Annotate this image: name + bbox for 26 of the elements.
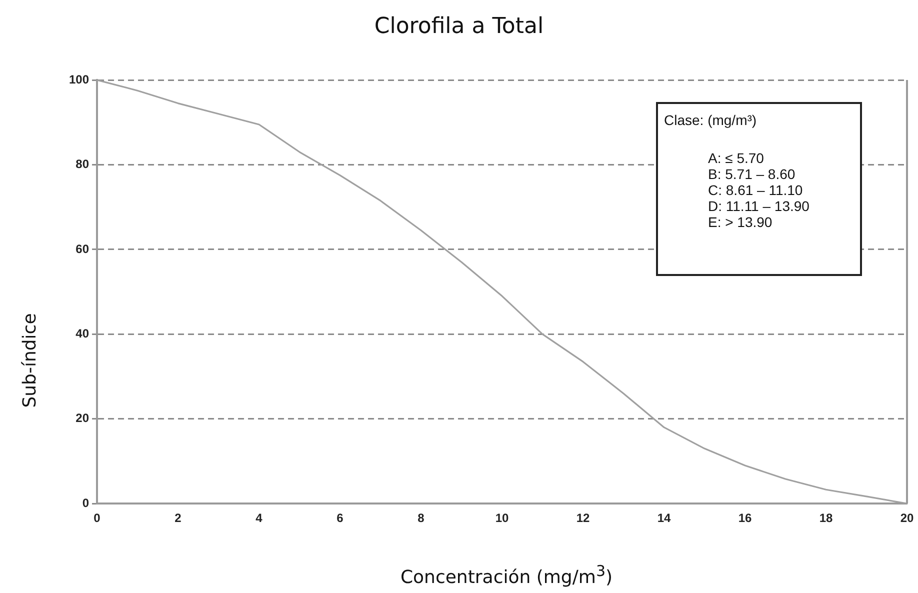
annotation: B: 5.71 – 8.60 (707, 166, 796, 182)
x-tick-label: 0 (94, 511, 101, 526)
y-tick-label: 60 (76, 242, 90, 256)
x-tick-label: 18 (819, 511, 833, 526)
chart-title: Clorofila a Total (373, 14, 545, 39)
y-tick-label: 0 (82, 496, 90, 510)
y-axis-title: Sub-índice (20, 312, 40, 410)
x-axis-title: Concentración (mg/m$^{3}$) (399, 562, 614, 588)
x-tick-label: 4 (256, 511, 263, 526)
x-tick-label: 20 (900, 511, 914, 526)
annotation: A: ≤ 5.70 (707, 150, 765, 166)
y-tick-label: 80 (76, 157, 90, 172)
annotation: Clase: (mg/m³) (664, 112, 758, 128)
x-tick-label: 12 (576, 511, 590, 526)
x-tick-label: 8 (418, 511, 425, 526)
y-tick-label: 20 (76, 411, 90, 426)
annotation: E: > 13.90 (707, 214, 774, 230)
y-tick-label: 100 (68, 72, 90, 86)
x-tick-label: 6 (336, 511, 344, 526)
x-tick-label: 10 (495, 511, 510, 526)
annotation: C: 8.61 – 11.10 (707, 182, 804, 198)
x-tick-label: 2 (174, 511, 182, 526)
x-tick-label: 14 (657, 511, 671, 526)
x-tick-label: 16 (738, 511, 752, 526)
annotation: D: 11.11 – 13.90 (707, 198, 810, 214)
y-tick-label: 40 (76, 326, 90, 340)
